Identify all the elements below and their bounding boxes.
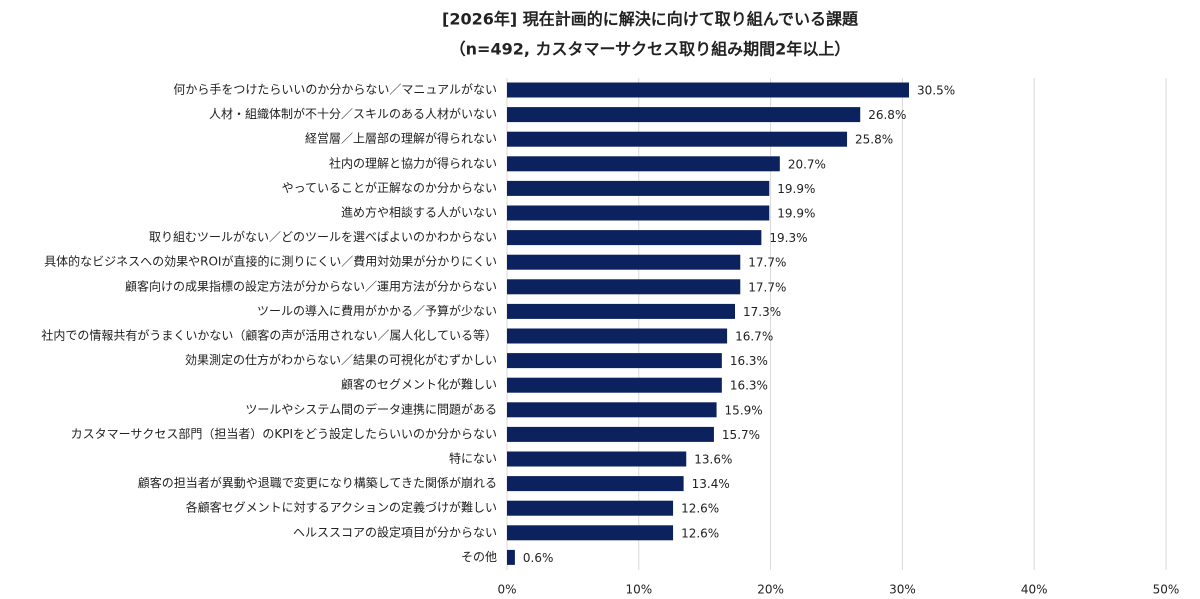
x-tick-label: 50% (1153, 583, 1180, 597)
y-tick-label: 進め方や相談する人がいない (341, 205, 497, 220)
value-label: 26.8% (868, 108, 906, 122)
value-label: 16.3% (730, 354, 768, 368)
chart-subtitle: （n=492, カスタマーサクセス取り組み期間2年以上） (450, 40, 851, 59)
value-label: 16.7% (735, 330, 773, 344)
value-label: 17.7% (748, 256, 786, 270)
y-tick-label: 人材・組織体制が不十分／スキルのある人材がいない (209, 106, 497, 121)
x-tick-label: 20% (757, 583, 784, 597)
bar (507, 402, 717, 418)
bar (507, 476, 684, 492)
bar (507, 205, 770, 221)
value-label: 20.7% (788, 157, 826, 171)
y-tick-label: 顧客のセグメント化が難しい (341, 377, 497, 392)
x-tick-label: 0% (497, 583, 516, 597)
bar (507, 303, 736, 319)
bar (507, 254, 741, 270)
y-tick-label: 顧客の担当者が異動や退職で変更になり構築してきた関係が崩れる (138, 475, 497, 490)
value-label: 17.3% (743, 305, 781, 319)
y-tick-label: 社内の理解と協力が得られない (329, 155, 497, 170)
y-tick-label: ツールの導入に費用がかかる／予算が少ない (257, 303, 497, 318)
value-label: 19.3% (769, 231, 807, 245)
bar (507, 525, 674, 541)
y-tick-label: 何から手をつけたらいいのか分からない／マニュアルがない (173, 82, 497, 97)
value-label: 15.7% (722, 428, 760, 442)
y-tick-label: 特にない (449, 451, 497, 466)
value-label: 13.4% (692, 477, 730, 491)
bar (507, 500, 674, 516)
bar (507, 230, 762, 246)
chart-title: [2026年] 現在計画的に解決に向けて取り組んでいる課題 (442, 10, 859, 29)
bar (507, 180, 770, 196)
y-tick-label: 経営層／上層部の理解が得られない (305, 131, 497, 146)
value-label: 19.9% (777, 207, 815, 221)
y-tick-label: やっていることが正解なのか分からない (282, 180, 497, 195)
value-label: 17.7% (748, 280, 786, 294)
bar (507, 279, 741, 295)
bar (507, 426, 714, 442)
bar (507, 549, 515, 565)
y-tick-label: 効果測定の仕方がわからない／結果の可視化がむずかしい (185, 352, 497, 367)
x-tick-label: 10% (625, 583, 652, 597)
y-tick-label: ツールやシステム間のデータ連携に問題がある (245, 401, 497, 416)
value-label: 16.3% (730, 379, 768, 393)
bar (507, 82, 909, 98)
y-tick-label: ヘルススコアの設定項目が分からない (293, 524, 497, 539)
x-tick-label: 40% (1021, 583, 1048, 597)
y-tick-label: 各顧客セグメントに対するアクションの定義づけが難しい (186, 500, 497, 515)
bar (507, 107, 861, 123)
bar (507, 353, 722, 369)
bar (507, 451, 687, 467)
value-label: 15.9% (725, 403, 763, 417)
value-label: 25.8% (855, 133, 893, 147)
bar (507, 328, 728, 344)
value-label: 0.6% (523, 551, 554, 565)
value-label: 12.6% (681, 526, 719, 540)
y-tick-label: 顧客向けの成果指標の設定方法が分からない／運用方法が分からない (125, 278, 497, 293)
value-label: 19.9% (777, 182, 815, 196)
x-tick-label: 30% (889, 583, 916, 597)
bar (507, 131, 848, 147)
value-label: 30.5% (917, 84, 955, 98)
y-tick-label: その他 (461, 550, 497, 564)
y-tick-label: 社内での情報共有がうまくいかない（顧客の声が活用されない／属人化している等） (41, 328, 497, 343)
y-tick-label: カスタマーサクセス部門（担当者）のKPIをどう設定したらいいのか分からない (71, 426, 497, 441)
bar (507, 156, 780, 172)
y-tick-label: 具体的なビジネスへの効果やROIが直接的に測りにくい／費用対効果が分かりにくい (44, 254, 497, 269)
value-label: 12.6% (681, 502, 719, 516)
y-tick-label: 取り組むツールがない／どのツールを選べばよいのかわからない (149, 229, 497, 244)
bar (507, 377, 722, 393)
value-label: 13.6% (694, 453, 732, 467)
